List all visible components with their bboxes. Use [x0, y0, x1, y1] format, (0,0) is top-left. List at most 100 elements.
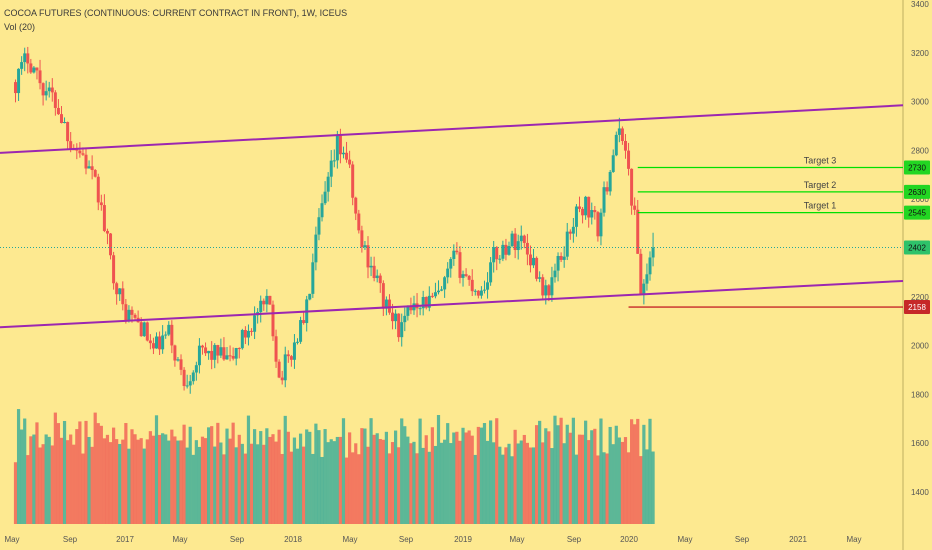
- volume-bar: [151, 435, 156, 524]
- price-tag: 2730: [904, 160, 930, 175]
- candle-body: [35, 67, 39, 71]
- volume-bar: [41, 444, 45, 524]
- volume-bar: [393, 430, 398, 524]
- candle-body: [20, 62, 24, 69]
- volume-bar: [191, 454, 195, 524]
- price-tag-box: [904, 160, 930, 175]
- volume-bar: [458, 440, 462, 524]
- volume-bar: [121, 439, 125, 524]
- candle-body: [476, 290, 480, 296]
- volume-bar: [311, 453, 315, 524]
- volume-bar: [360, 428, 364, 524]
- volume-bar: [381, 439, 385, 524]
- volume-bar: [467, 430, 471, 524]
- volume-bar: [504, 447, 508, 524]
- volume-bar: [608, 426, 612, 524]
- volume-bar: [568, 432, 572, 524]
- volume-bar: [93, 412, 97, 524]
- volume-bar: [587, 440, 591, 524]
- y-tick-label: 2800: [911, 146, 929, 155]
- volume-bar: [164, 434, 168, 524]
- volume-bar: [203, 438, 208, 524]
- candle-body: [148, 340, 152, 344]
- volume-bar: [225, 428, 229, 524]
- volume-bar: [213, 446, 217, 524]
- volume-indicator-label[interactable]: Vol (20): [4, 22, 36, 32]
- candle-body: [375, 275, 379, 279]
- volume-bar: [317, 430, 321, 524]
- candle-body: [357, 213, 361, 231]
- candle-body: [133, 314, 137, 318]
- x-tick-label: May: [342, 535, 357, 544]
- volume-bar: [626, 452, 631, 524]
- channel-line: [0, 104, 904, 154]
- candle-body: [268, 295, 272, 305]
- candle-body: [473, 290, 477, 292]
- volume-bar: [473, 454, 477, 524]
- volume-bar: [32, 434, 36, 524]
- volume-bar: [154, 415, 159, 524]
- volume-bar: [528, 447, 533, 524]
- y-tick-label: 2200: [911, 293, 929, 302]
- volume-bar: [182, 424, 186, 524]
- volume-bar: [53, 412, 57, 524]
- volume-bar: [449, 443, 453, 524]
- target-label: Target 3: [804, 155, 837, 165]
- volume-bar: [617, 437, 621, 524]
- candle-body: [161, 335, 165, 350]
- volume-bar: [23, 418, 27, 524]
- volume-bar: [433, 445, 438, 524]
- candle-body: [75, 149, 79, 151]
- candle-body: [538, 277, 542, 279]
- candle-body: [311, 262, 315, 294]
- volume-bar: [90, 446, 94, 524]
- volume-bar: [427, 451, 431, 524]
- candle-body: [320, 203, 324, 218]
- volume-bar: [639, 456, 643, 524]
- volume-bar: [623, 437, 628, 524]
- volume-bar: [363, 428, 367, 524]
- volume-bar: [436, 415, 441, 524]
- candle-body: [335, 135, 339, 161]
- volume-bar: [571, 417, 575, 524]
- candle-body: [409, 306, 413, 311]
- candle-body: [535, 257, 539, 279]
- candle-body: [433, 292, 437, 297]
- volume-bar: [648, 418, 652, 524]
- volume-bar: [335, 436, 339, 524]
- volume-bar: [305, 429, 309, 524]
- price-tag: 2545: [904, 205, 930, 220]
- volume-bar: [249, 443, 254, 524]
- volume-bar: [96, 423, 100, 524]
- volume-bar: [268, 436, 272, 524]
- volume-bar: [492, 442, 496, 524]
- volume-bar: [531, 447, 536, 524]
- volume-bar: [219, 442, 223, 524]
- volume-bar: [200, 436, 205, 524]
- volume-bar: [246, 415, 251, 524]
- volume-bar: [412, 441, 416, 524]
- volume-bar: [344, 457, 349, 524]
- candle-body: [470, 279, 474, 292]
- candle-body: [142, 322, 146, 337]
- volume-bar: [424, 435, 428, 524]
- price-tag: 2402: [904, 240, 930, 255]
- volume-bar: [489, 420, 493, 524]
- volume-bar: [265, 428, 269, 524]
- candle-body: [532, 257, 536, 266]
- price-tag-label: 2630: [908, 188, 926, 197]
- volume-bar: [139, 438, 143, 524]
- volume-bar: [642, 424, 646, 524]
- x-tick-label: 2020: [620, 535, 638, 544]
- candle-body: [332, 160, 336, 162]
- volume-bar: [400, 418, 404, 524]
- volume-bar: [332, 441, 336, 524]
- candle-body: [430, 295, 434, 297]
- volume-bar: [210, 426, 214, 524]
- candle-body: [547, 285, 551, 296]
- candle-body: [627, 150, 631, 169]
- volume-bar: [590, 430, 594, 524]
- candle-body: [277, 361, 281, 378]
- volume-bar: [133, 434, 137, 524]
